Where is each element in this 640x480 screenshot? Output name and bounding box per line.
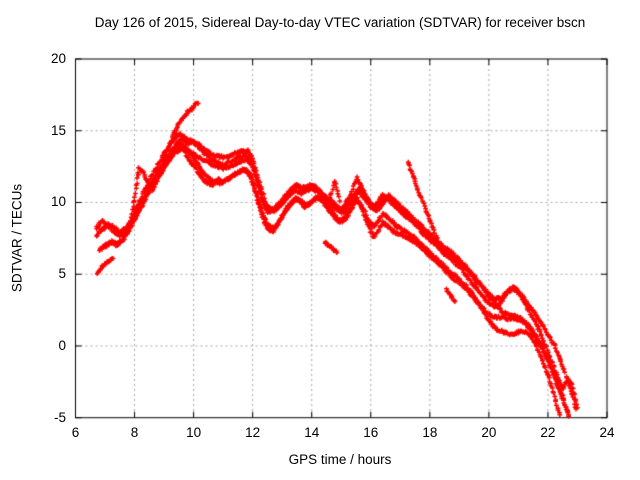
chart-title: Day 126 of 2015, Sidereal Day-to-day VTE… (94, 15, 586, 30)
x-tick-label: 18 (422, 425, 438, 440)
x-tick-label: 8 (130, 425, 139, 440)
x-tick-label: 6 (71, 425, 80, 440)
x-tick-label: 20 (481, 425, 497, 440)
y-tick-label: 20 (50, 51, 66, 66)
y-tick-label: 0 (58, 337, 66, 353)
x-tick-label: 24 (599, 425, 615, 440)
y-tick-label: 10 (50, 194, 66, 210)
x-axis-label: GPS time / hours (288, 452, 392, 467)
x-tick-label: 16 (363, 425, 379, 440)
y-tick-label: 15 (50, 122, 66, 138)
y-tick-label: 5 (58, 266, 66, 282)
x-tick-label: 22 (540, 425, 556, 440)
x-tick-label: 12 (245, 425, 261, 440)
x-tick-label: 14 (304, 425, 320, 440)
y-tick-label: -5 (53, 409, 66, 425)
x-tick-label: 10 (186, 425, 202, 440)
